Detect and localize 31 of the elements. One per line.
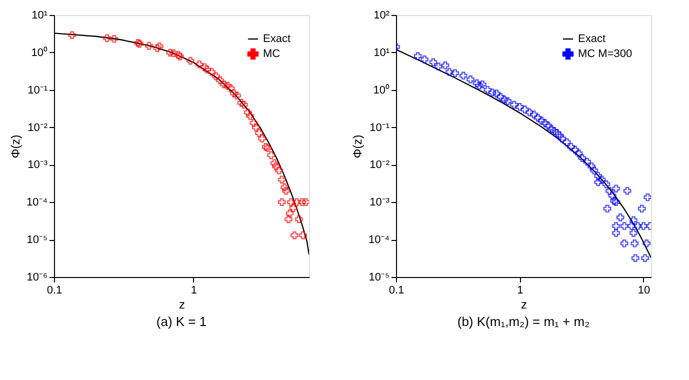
x-axis-title: z — [179, 298, 185, 312]
y-tick-label: 10² — [374, 10, 390, 22]
y-tick-label: 10⁻² — [370, 159, 390, 172]
legend-label: MC M=300 — [578, 48, 632, 60]
text: (a) K = 1 — [156, 314, 207, 329]
x-tick-label: 0.1 — [388, 284, 404, 296]
y-tick-label: 10⁻⁴ — [26, 196, 48, 209]
y-tick-label: 10⁻⁵ — [368, 272, 390, 284]
y-tick-label: 10⁻⁴ — [368, 234, 390, 246]
legend-label: Exact — [263, 33, 291, 45]
text: (b) K(m₁,m₂) = m₁ + m₂ — [457, 314, 590, 329]
y-tick-label: 10⁻³ — [28, 159, 48, 172]
x-tick-label: 10 — [638, 284, 650, 296]
y-tick-label: 10¹ — [32, 10, 48, 22]
x-tick-label: 1 — [517, 284, 524, 296]
y-tick-label: 10⁻⁵ — [26, 234, 48, 246]
legend-label: Exact — [578, 33, 606, 45]
y-tick-label: 10⁰ — [373, 83, 390, 96]
x-tick-label: 0.1 — [46, 284, 62, 296]
x-tick-label: 1 — [190, 284, 198, 296]
legend-label: MC — [263, 48, 280, 60]
y-tick-label: 10⁻¹ — [28, 84, 48, 96]
y-tick-label: 10⁻¹ — [370, 122, 390, 134]
y-tick-label: 10⁰ — [31, 46, 48, 59]
y-tick-label: 10⁻² — [28, 122, 48, 134]
y-tick-label: 10⁻⁶ — [26, 272, 48, 284]
y-axis-title: Φ(z) — [350, 134, 365, 158]
y-tick-label: 10⁻³ — [370, 196, 390, 209]
x-axis-title: z — [521, 298, 527, 312]
y-axis-title: Φ(z) — [8, 134, 23, 158]
y-tick-label: 10¹ — [374, 46, 390, 59]
